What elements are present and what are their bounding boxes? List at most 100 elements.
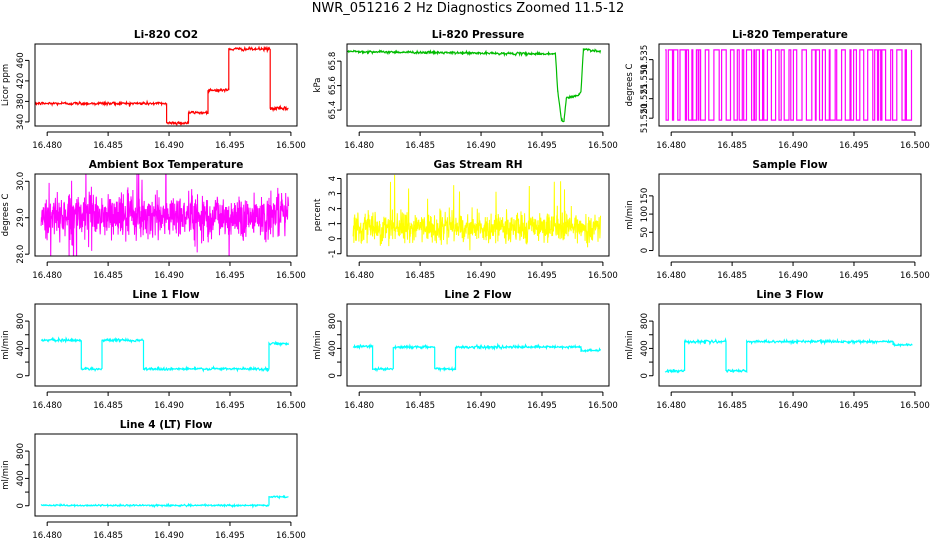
plot-frame	[34, 433, 298, 517]
x-tick-label: 16.480	[344, 141, 374, 151]
x-tick-label: 16.480	[344, 271, 374, 281]
y-tick-label: 400	[16, 340, 26, 356]
y-tick-label: 2	[328, 206, 338, 211]
x-tick-label: 16.480	[32, 271, 62, 281]
x-tick-label: 16.490	[778, 141, 808, 151]
x-tick-label: 16.490	[466, 401, 496, 411]
y-tick-label: 65.4	[328, 101, 338, 120]
y-tick-label: 800	[16, 443, 26, 459]
x-tick-label: 16.480	[32, 141, 62, 151]
chart-title: Line 1 Flow	[132, 289, 199, 301]
chart-line1: Line 1 Flow 16.480 16.485 16.490 16.495 16.50…	[1, 289, 306, 411]
y-tick-label: 420	[16, 73, 26, 89]
x-tick-label: 16.480	[344, 401, 374, 411]
plot-frame	[346, 43, 610, 127]
y-axis-label: ml/min	[1, 330, 11, 360]
chart-title: Line 4 (LT) Flow	[120, 419, 213, 431]
y-tick-label: -1	[328, 250, 338, 258]
y-tick-label: 380	[16, 93, 26, 109]
y-tick-label: 340	[16, 114, 26, 130]
x-tick-label: 16.500	[276, 271, 306, 281]
plot-frame	[346, 173, 610, 257]
chart-title: Li-820 CO2	[134, 29, 198, 41]
chart-sample_flow: Sample Flow 16.480 16.485 16.490 16.495 16.50…	[625, 159, 930, 281]
data-area	[40, 336, 290, 373]
x-tick-label: 16.485	[405, 401, 435, 411]
y-tick-label: 0	[640, 248, 650, 253]
x-tick-label: 16.500	[900, 401, 930, 411]
x-tick-label: 16.495	[839, 141, 869, 151]
x-tick-label: 16.485	[405, 271, 435, 281]
data-area	[347, 47, 602, 123]
plot-frame	[346, 303, 610, 387]
y-tick-label: 0	[328, 373, 338, 378]
data-area	[40, 494, 289, 509]
plot-frame	[34, 43, 298, 127]
x-tick-label: 16.495	[839, 401, 869, 411]
x-tick-label: 16.490	[154, 531, 184, 540]
plot-frame	[658, 173, 922, 257]
x-tick-label: 16.485	[717, 401, 747, 411]
y-tick-label: 400	[328, 340, 338, 356]
x-tick-label: 16.500	[588, 141, 618, 151]
x-tick-label: 16.500	[588, 401, 618, 411]
plot-frame	[658, 43, 922, 127]
y-axis-label: kPa	[313, 78, 323, 93]
x-tick-label: 16.485	[405, 141, 435, 151]
chart-title: Line 2 Flow	[444, 289, 511, 301]
x-tick-label: 16.495	[215, 271, 245, 281]
x-tick-label: 16.480	[32, 401, 62, 411]
x-tick-label: 16.485	[93, 531, 123, 540]
y-axis-label: ml/min	[625, 200, 635, 230]
y-axis-label: degrees C	[625, 64, 635, 107]
x-tick-label: 16.495	[215, 531, 245, 540]
x-tick-label: 16.490	[778, 401, 808, 411]
y-tick-label: 51.520	[640, 103, 650, 133]
y-tick-label: 51.535	[640, 45, 650, 75]
y-tick-label: 29.0	[16, 208, 26, 227]
chart-title: Li-820 Temperature	[732, 29, 848, 41]
x-tick-label: 16.500	[900, 271, 930, 281]
x-tick-label: 16.500	[588, 271, 618, 281]
x-tick-label: 16.495	[839, 271, 869, 281]
y-tick-label: 4	[328, 176, 338, 181]
x-tick-label: 16.490	[466, 271, 496, 281]
chart-line3: Line 3 Flow 16.480 16.485 16.490 16.495 16.50…	[625, 289, 930, 411]
x-tick-label: 16.485	[93, 401, 123, 411]
chart-co2: Li-820 CO2 16.480 16.485 16.490 16.495 16.500…	[1, 29, 306, 151]
plot-frame	[658, 303, 922, 387]
data-area	[352, 174, 601, 251]
x-tick-label: 16.495	[215, 401, 245, 411]
y-tick-label: 150	[640, 188, 650, 204]
series-line	[664, 337, 913, 374]
x-tick-label: 16.495	[215, 141, 245, 151]
y-tick-label: 1	[328, 221, 338, 226]
series-line	[35, 45, 289, 126]
y-tick-label: 0	[16, 503, 26, 508]
y-tick-label: 800	[640, 313, 650, 329]
y-tick-label: 51.530	[640, 64, 650, 94]
series-line	[40, 336, 290, 373]
x-tick-label: 16.500	[276, 401, 306, 411]
chart-line2: Line 2 Flow 16.480 16.485 16.490 16.495 16.50…	[313, 289, 618, 411]
x-tick-label: 16.500	[276, 141, 306, 151]
y-axis-label: Licor ppm	[1, 64, 11, 106]
y-axis-label: ml/min	[313, 330, 323, 360]
page-title: NWR_051216 2 Hz Diagnostics Zoomed 11.5-…	[311, 1, 625, 16]
x-tick-label: 16.490	[154, 271, 184, 281]
chart-licor_temp: Li-820 Temperature 16.480 16.485 16.490 16.4…	[625, 29, 930, 151]
x-tick-label: 16.480	[656, 401, 686, 411]
series-line	[40, 174, 289, 256]
y-tick-label: 3	[328, 191, 338, 196]
x-tick-label: 16.485	[717, 141, 747, 151]
x-tick-label: 16.490	[466, 141, 496, 151]
data-area	[665, 49, 913, 121]
y-tick-label: 30.0	[16, 172, 26, 191]
x-tick-label: 16.490	[154, 401, 184, 411]
plot-frame	[34, 173, 298, 257]
plot-frame	[34, 303, 298, 387]
y-tick-label: 400	[640, 340, 650, 356]
x-tick-label: 16.480	[656, 271, 686, 281]
x-tick-label: 16.490	[154, 141, 184, 151]
